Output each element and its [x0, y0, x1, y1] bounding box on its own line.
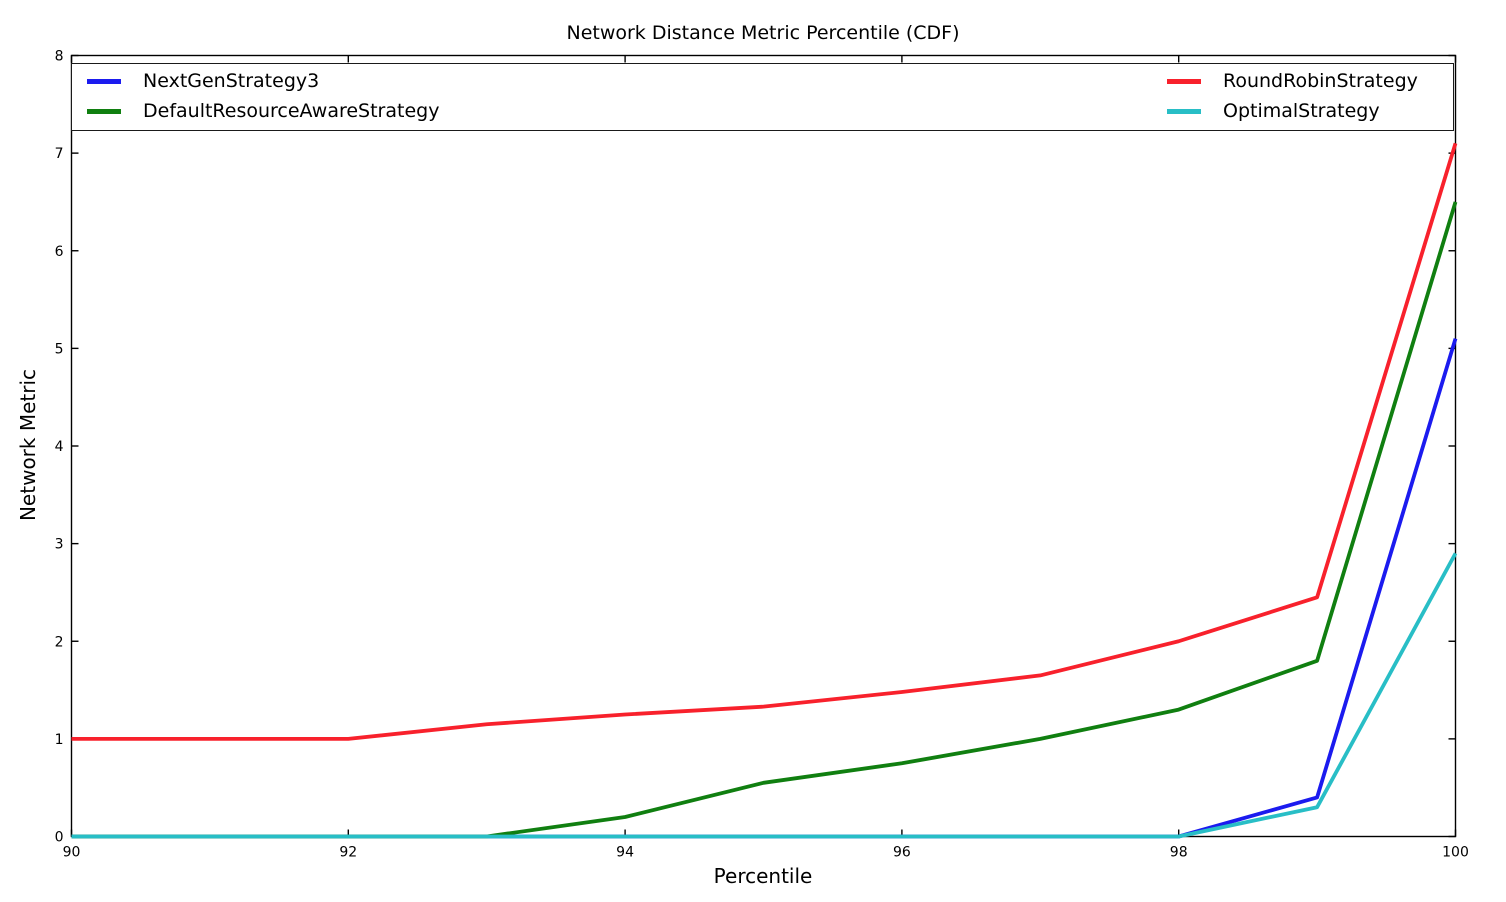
y-tick-label: 3 [55, 537, 64, 553]
legend-item-optimalstrategy: OptimalStrategy [1167, 96, 1380, 126]
x-tick-label: 94 [616, 845, 634, 861]
series-line-optimalstrategy [71, 552, 1458, 839]
series-line-defaultresourceawarestrategy [71, 201, 1458, 839]
x-tick-label: 92 [339, 845, 357, 861]
y-tick-label: 2 [55, 634, 64, 650]
legend-swatch-blue-line [87, 78, 121, 84]
legend-label: OptimalStrategy [1223, 99, 1380, 122]
legend-label: NextGenStrategy3 [143, 69, 320, 92]
legend-swatch-cyan-line [1167, 108, 1201, 114]
y-tick-label: 1 [55, 732, 64, 748]
y-tick-label: 0 [55, 830, 64, 846]
x-tick-label: 90 [63, 845, 81, 861]
legend-swatch-green-line [87, 108, 121, 114]
y-tick-label: 8 [55, 49, 64, 65]
x-tick-label: 96 [893, 845, 911, 861]
x-axis-label: Percentile [713, 864, 813, 888]
y-tick-label: 5 [55, 341, 64, 357]
y-tick-label: 4 [55, 439, 64, 455]
legend-item-nextgenstrategy3: NextGenStrategy3 [87, 66, 319, 96]
legend-item-defaultresourceawarestrategy: DefaultResourceAwareStrategy [87, 96, 439, 126]
x-tick-label: 100 [1442, 845, 1469, 861]
legend-label: DefaultResourceAwareStrategy [143, 99, 440, 122]
x-tick-label: 98 [1170, 845, 1188, 861]
chart-title: Network Distance Metric Percentile (CDF) [566, 22, 960, 44]
series-line-nextgenstrategy3 [71, 338, 1458, 839]
axes-frame [70, 54, 1457, 838]
legend-item-roundrobinstrategy: RoundRobinStrategy [1167, 66, 1418, 96]
legend: NextGenStrategy3 DefaultResourceAwareStr… [71, 63, 1454, 131]
series-line-roundrobinstrategy [71, 142, 1458, 741]
legend-label: RoundRobinStrategy [1223, 69, 1418, 92]
legend-swatch-red-line [1167, 78, 1201, 84]
y-tick-label: 7 [55, 146, 64, 162]
y-tick-label: 6 [55, 244, 64, 260]
